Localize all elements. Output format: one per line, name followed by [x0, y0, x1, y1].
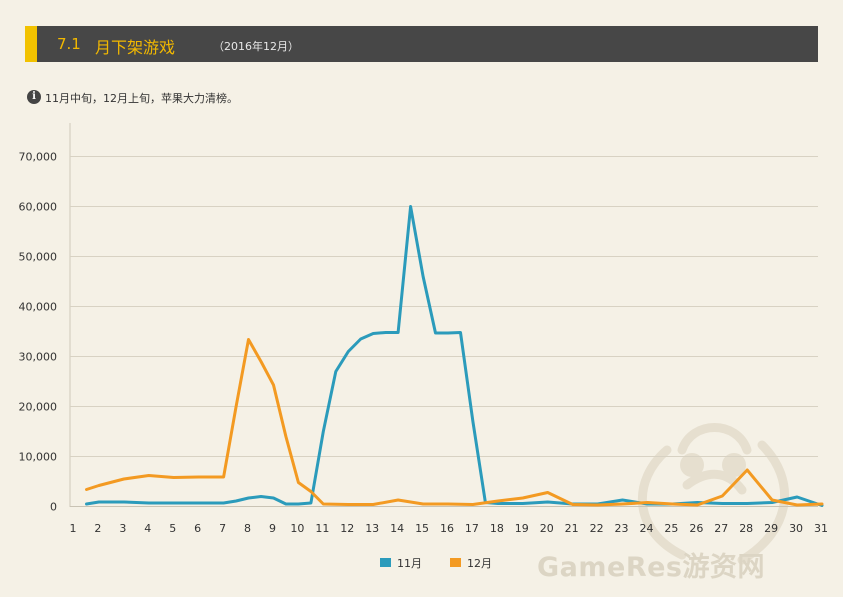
y-tick-label: 20,000 — [19, 401, 58, 414]
x-tick-label: 26 — [689, 522, 703, 535]
x-tick-label: 16 — [440, 522, 454, 535]
info-icon: i — [27, 90, 41, 104]
x-tick-label: 22 — [590, 522, 604, 535]
x-tick-label: 7 — [219, 522, 226, 535]
y-tick-label: 70,000 — [19, 151, 58, 164]
x-tick-label: 27 — [714, 522, 728, 535]
note-text: 11月中旬，12月上旬，苹果大力清榜。 — [45, 92, 238, 105]
x-tick-label: 10 — [290, 522, 304, 535]
x-tick-label: 2 — [94, 522, 101, 535]
x-tick-label: 29 — [764, 522, 778, 535]
gridlines — [70, 156, 818, 507]
x-tick-label: 13 — [365, 522, 379, 535]
x-tick-label: 28 — [739, 522, 753, 535]
legend-swatch — [450, 558, 461, 567]
watermark-text: GameRes游资网 — [537, 552, 766, 583]
x-tick-label: 11 — [315, 522, 329, 535]
series-lines — [85, 205, 824, 507]
x-tick-label: 5 — [169, 522, 176, 535]
series-line-dec — [85, 338, 824, 507]
y-tick-label: 30,000 — [19, 351, 58, 364]
y-tick-label: 10,000 — [19, 451, 58, 464]
section-number: 7.1 — [57, 35, 81, 53]
y-tick-label: 50,000 — [19, 251, 58, 264]
x-tick-label: 24 — [639, 522, 653, 535]
x-tick-label: 1 — [70, 522, 77, 535]
x-tick-label: 8 — [244, 522, 251, 535]
x-tick-label: 19 — [515, 522, 529, 535]
y-tick-labels: 0 10,000 20,000 30,000 40,000 50,000 60,000 70,… — [19, 151, 58, 514]
y-tick-label: 40,000 — [19, 301, 58, 314]
header-accent-bar — [25, 26, 37, 62]
legend-label: 12月 — [467, 557, 492, 570]
x-tick-label: 14 — [390, 522, 404, 535]
x-tick-label: 31 — [814, 522, 828, 535]
x-tick-label: 21 — [565, 522, 579, 535]
x-tick-label: 18 — [490, 522, 504, 535]
x-tick-label: 15 — [415, 522, 429, 535]
y-tick-label: 0 — [50, 501, 57, 514]
x-tick-label: 25 — [664, 522, 678, 535]
x-tick-label: 4 — [144, 522, 151, 535]
x-tick-label: 20 — [540, 522, 554, 535]
section-header: 7.1 月下架游戏 （2016年12月） — [25, 26, 818, 62]
x-tick-label: 23 — [615, 522, 629, 535]
x-tick-labels: 1 2 3 4 5 6 7 8 9 10 11 12 13 14 15 16 17 18 19 20 21 22 23 24 2… — [70, 522, 829, 535]
section-subtitle: （2016年12月） — [213, 40, 299, 53]
x-tick-label: 3 — [119, 522, 126, 535]
legend-swatch — [380, 558, 391, 567]
section-title: 月下架游戏 — [95, 38, 176, 57]
legend-label: 11月 — [397, 557, 422, 570]
x-tick-label: 30 — [789, 522, 803, 535]
x-tick-label: 9 — [269, 522, 276, 535]
y-tick-label: 60,000 — [19, 201, 58, 214]
x-tick-label: 6 — [194, 522, 201, 535]
x-tick-label: 12 — [340, 522, 354, 535]
x-tick-label: 17 — [465, 522, 479, 535]
